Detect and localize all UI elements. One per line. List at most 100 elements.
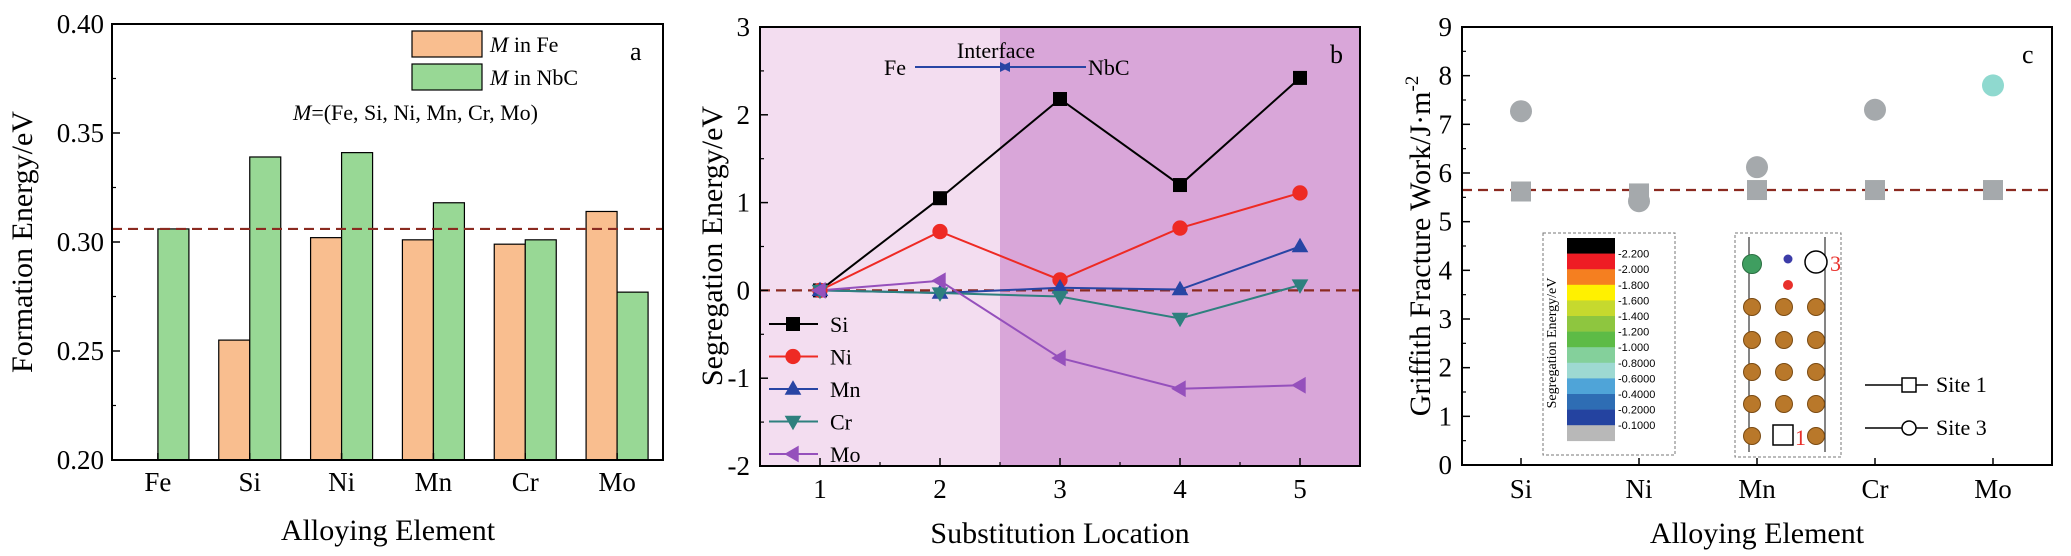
panel-c-xtick-label-cr: Cr (1862, 474, 1889, 504)
legend-label-ni: Ni (830, 345, 852, 370)
panel-c-xtick-label-mo: Mo (1974, 474, 2012, 504)
legend-marker-si (786, 317, 800, 331)
panel-c-xtick-label-ni: Ni (1626, 474, 1653, 504)
data-point-si-2 (933, 191, 947, 206)
colorbar-label: -0.1000 (1618, 420, 1655, 432)
colorbar-swatch (1567, 331, 1615, 348)
bar-m-in-fe-cr (493, 243, 526, 461)
data-point-mo-4 (1171, 380, 1186, 398)
panel-c-legend: Site 1 Site 3 (1865, 372, 1987, 440)
legend-label-si: Si (830, 312, 848, 337)
data-point-si-3 (1053, 91, 1067, 106)
data-point-mo-3 (1051, 349, 1066, 367)
panel-c-ytick-label: 1 (1439, 401, 1453, 431)
colorbar-label: -0.8000 (1618, 358, 1655, 370)
red-atom (1783, 280, 1793, 290)
point-site-3-si (1510, 100, 1532, 123)
lattice-atom (1807, 331, 1825, 349)
panel-b: 1 2 3 4 5 -2 -1 0 1 2 3 b Interface Fe NbC Si Ni Mn C… (696, 12, 1361, 550)
panel-c-ytick-label: 2 (1439, 353, 1453, 383)
legend-label-m-in-fe: M in Fe (489, 32, 558, 57)
bar-m-in-fe-ni (309, 237, 343, 461)
colorbar-label: -1.600 (1618, 295, 1649, 307)
site-3-label: 3 (1830, 251, 1841, 276)
lattice-atom (1775, 363, 1793, 381)
colorbar-label: -1.200 (1618, 327, 1649, 339)
panel-a-ytick-label: 0.40 (57, 9, 104, 39)
data-point-mo-1 (811, 282, 826, 299)
panel-b-series (811, 70, 1309, 398)
legend-label-m-in-nbc: M in NbC (489, 65, 578, 90)
panel-c: Si Ni Mn Cr Mo 0 1 2 3 4 5 6 7 8 9 c -2.200 -2.000 -1.80… (1402, 12, 2053, 550)
legend-label-site-3: Site 3 (1936, 415, 1987, 440)
lattice-atom (1743, 395, 1761, 413)
legend-label-mn: Mn (830, 377, 861, 402)
colorbar: -2.200 -2.000 -1.800 -1.600 -1.400 -1.200 -1.0… (1567, 238, 1655, 442)
data-point-ni-4 (1172, 220, 1188, 236)
panel-b-ytick-label: -1 (728, 363, 751, 393)
data-point-cr-2 (931, 287, 949, 302)
panel-a-xtick-label-mo: Mo (598, 467, 636, 497)
data-point-ni-5 (1292, 185, 1308, 201)
data-point-cr-3 (1051, 290, 1069, 306)
panel-a-xtick-label-si: Si (238, 467, 261, 497)
lattice-atom (1775, 331, 1793, 349)
point-site-3-mo (1982, 74, 2004, 97)
colorbar-title: Segregation Energy/eV (1545, 278, 1560, 409)
panel-c-ytick-label: 4 (1439, 255, 1453, 285)
panel-a: Fe Si Ni Mn Cr Mo 0.20 0.25 0.30 0.35 0.40 a M in … (6, 9, 664, 547)
structure-atoms (1743, 298, 1825, 445)
colorbar-label: -1.800 (1618, 280, 1649, 292)
panel-a-xtick-label-mn: Mn (415, 467, 453, 497)
point-site-1-si (1511, 181, 1531, 202)
legend-label-site-1: Site 1 (1936, 372, 1987, 397)
panel-a-annotation: M=(Fe, Si, Ni, Mn, Cr, Mo) (292, 100, 538, 125)
point-site-3-mn (1746, 156, 1768, 179)
panel-b-xtick-label: 1 (813, 474, 827, 504)
panel-a-ytick-label: 0.20 (57, 445, 104, 475)
blue-atom (1783, 254, 1793, 264)
panel-b-xlabel: Substitution Location (930, 517, 1189, 550)
lattice-atom (1807, 298, 1825, 316)
data-point-mo-2 (931, 272, 946, 290)
bar-m-in-nbc-fe (157, 228, 190, 461)
colorbar-label: -0.2000 (1618, 405, 1655, 417)
legend-marker-site-1 (1901, 377, 1917, 393)
site-1-label: 1 (1795, 425, 1806, 450)
panel-c-ytick-label: 5 (1439, 207, 1453, 237)
data-point-mn-5 (1291, 237, 1309, 253)
panel-c-ytick-label: 8 (1439, 61, 1453, 91)
panel-a-legend: M in Fe M in NbC M=(Fe, Si, Ni, Mn, Cr, … (292, 30, 578, 125)
colorbar-label: -1.000 (1618, 342, 1649, 354)
bar-m-in-nbc-mo (616, 291, 649, 461)
panel-c-points (1510, 74, 2004, 213)
panel-a-xtick-label-cr: Cr (512, 467, 539, 497)
point-site-1-mn (1747, 180, 1767, 201)
colorbar-label: -0.4000 (1618, 389, 1655, 401)
colorbar-inset: -2.200 -2.000 -1.800 -1.600 -1.400 -1.200 -1.0… (1542, 232, 1676, 456)
panel-a-ytick-label: 0.30 (57, 227, 104, 257)
panel-c-ytick-label: 6 (1439, 158, 1453, 188)
lattice-atom (1807, 427, 1825, 445)
interface-label: Interface (957, 38, 1035, 63)
data-point-si-5 (1293, 70, 1307, 85)
panel-b-ylabel: Segregation Energy/eV (696, 106, 729, 387)
panel-c-ytick-label: 9 (1439, 12, 1453, 42)
colorbar-swatch (1567, 425, 1615, 442)
panel-c-xtick-label-si: Si (1510, 474, 1533, 504)
data-point-mn-4 (1171, 280, 1189, 296)
legend-marker-ni (785, 348, 801, 365)
panel-a-ytick-label: 0.25 (57, 336, 104, 366)
lattice-atom (1775, 395, 1793, 413)
colorbar-label: -2.000 (1618, 264, 1649, 276)
panel-a-xtick-label-fe: Fe (144, 467, 171, 497)
panel-a-xtick-label-ni: Ni (328, 467, 355, 497)
panel-c-xtick-label-mn: Mn (1738, 474, 1776, 504)
legend-marker-mn (784, 380, 802, 395)
structure-inset: 3 1 (1734, 232, 1842, 458)
panel-b-xtick-label: 3 (1053, 474, 1067, 504)
panel-a-bars (157, 152, 649, 461)
panel-c-letter: c (2022, 40, 2034, 69)
panel-a-axes: Fe Si Ni Mn Cr Mo 0.20 0.25 0.30 0.35 0.40 (57, 9, 636, 497)
green-atom (1742, 254, 1762, 274)
